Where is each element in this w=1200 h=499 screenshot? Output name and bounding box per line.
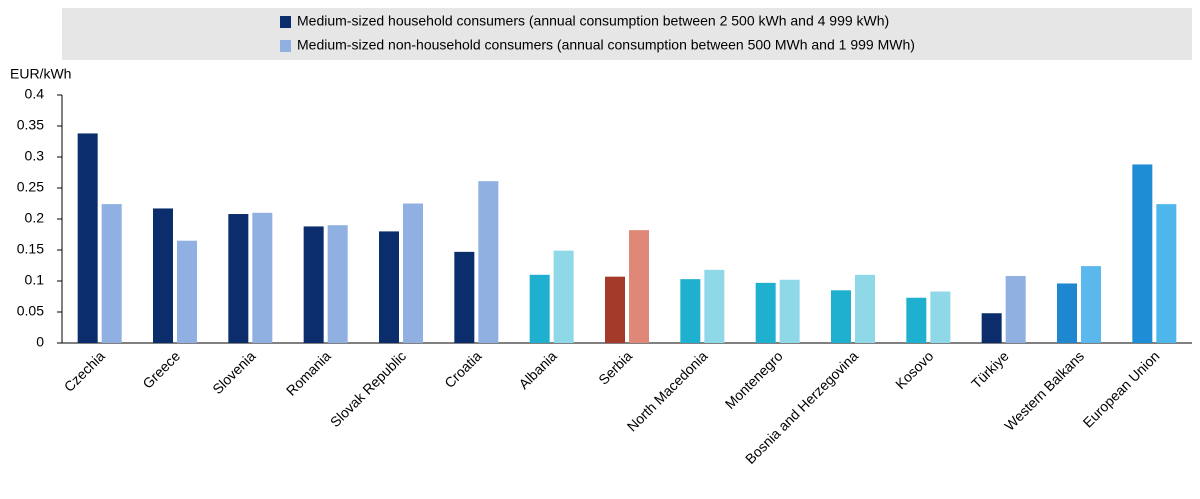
y-tick-label: 0.4	[25, 86, 45, 102]
bar	[529, 274, 550, 343]
x-tick-label: Kosovo	[892, 348, 936, 392]
bar	[981, 313, 1002, 343]
bar	[704, 269, 725, 343]
bar	[629, 230, 649, 343]
bar	[252, 212, 273, 343]
bar	[930, 291, 951, 343]
x-tick-label: Czechia	[61, 348, 108, 395]
x-tick-label: Romania	[283, 348, 334, 399]
bar	[553, 250, 574, 343]
x-tick-label: European Union	[1080, 348, 1163, 431]
y-tick-label: 0.25	[17, 179, 44, 195]
y-tick-label: 0.15	[17, 241, 44, 257]
y-tick-label: 0.3	[25, 148, 45, 164]
bar	[77, 133, 98, 343]
bar	[454, 251, 475, 343]
legend-label: Medium-sized non-household consumers (an…	[297, 37, 915, 53]
bar	[177, 240, 197, 343]
x-tick-label: Greece	[139, 348, 183, 392]
x-tick-label: North Macedonia	[624, 348, 711, 435]
bar	[1057, 283, 1077, 343]
bar	[303, 226, 324, 343]
bar	[101, 204, 122, 343]
x-tick-label: Croatia	[441, 348, 484, 391]
bar	[379, 231, 399, 343]
bar	[1081, 266, 1101, 343]
legend-swatch	[280, 16, 291, 28]
bar	[906, 297, 927, 343]
bar	[1132, 164, 1153, 343]
y-tick-label: 0.2	[25, 210, 45, 226]
x-tick-label: Western Balkans	[1001, 348, 1087, 434]
legend-swatch	[280, 40, 291, 52]
x-tick-label: Serbia	[595, 348, 635, 388]
x-tick-label: Türkiye	[968, 348, 1012, 392]
bar	[779, 279, 800, 343]
bar	[755, 282, 776, 343]
y-axis-label: EUR/kWh	[10, 66, 71, 82]
bar	[605, 276, 625, 343]
y-tick-label: 0.1	[25, 272, 45, 288]
y-tick-label: 0	[36, 334, 44, 350]
x-tick-label: Montenegro	[722, 348, 786, 412]
bar	[153, 208, 173, 343]
bar	[478, 181, 499, 343]
bar	[1005, 276, 1026, 343]
bar	[228, 214, 249, 343]
bar	[1156, 204, 1177, 343]
y-tick-label: 0.35	[17, 117, 44, 133]
x-tick-label: Slovenia	[209, 348, 258, 397]
bar	[831, 290, 851, 343]
legend-label: Medium-sized household consumers (annual…	[297, 13, 889, 29]
bar	[403, 203, 423, 343]
x-tick-label: Albania	[515, 348, 559, 392]
bar	[327, 225, 348, 343]
x-tick-label: Slovak Republic	[327, 348, 409, 430]
bar	[680, 279, 701, 343]
legend-box	[62, 8, 1192, 60]
y-tick-label: 0.05	[17, 303, 44, 319]
bar	[855, 274, 875, 343]
